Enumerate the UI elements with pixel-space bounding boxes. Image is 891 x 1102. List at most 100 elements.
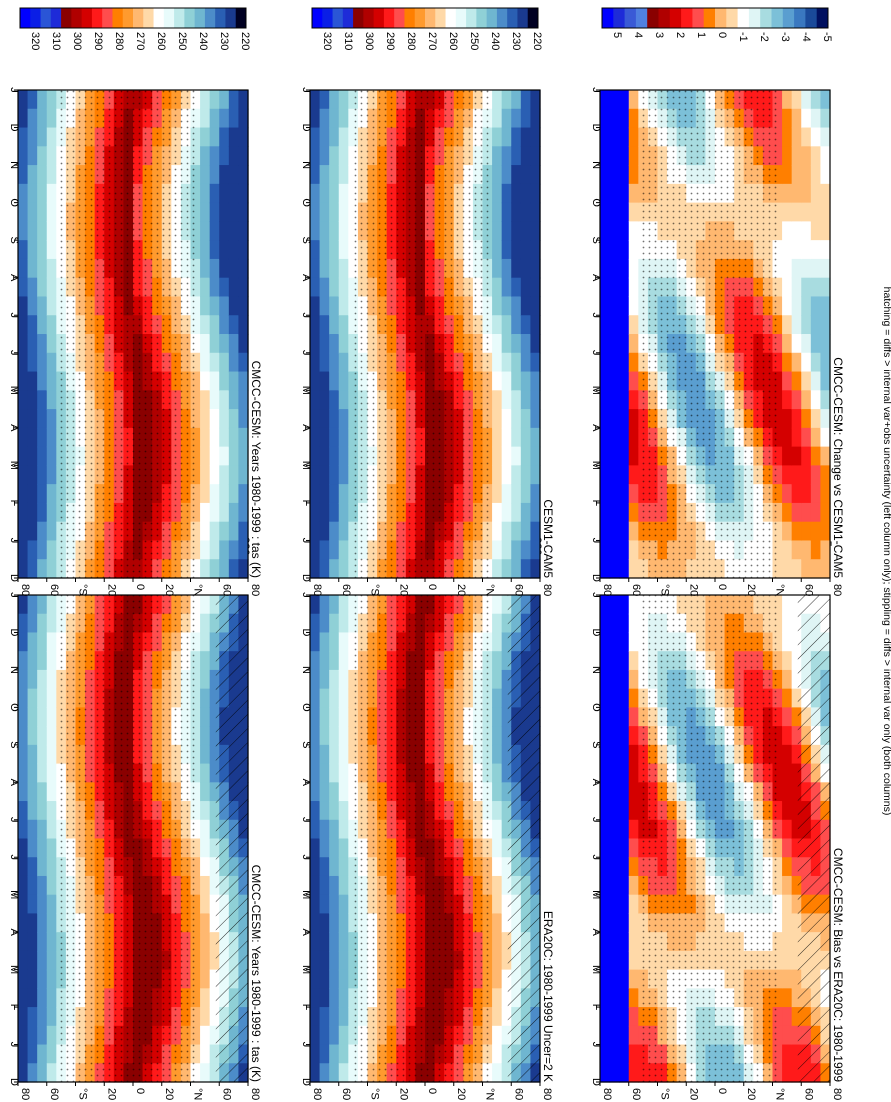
heatmap-cell: [810, 465, 822, 485]
heatmap-cell: [609, 427, 620, 448]
heatmap-cell: [219, 165, 230, 185]
heatmap-cell: [27, 875, 38, 896]
heatmap-cell: [520, 559, 532, 579]
heatmap-cell: [619, 782, 630, 802]
month-tick-label: D: [300, 1078, 312, 1086]
heatmap-cell: [18, 950, 29, 971]
heatmap-cell: [619, 202, 630, 222]
heatmap-cell: [791, 146, 802, 166]
heatmap-cell: [511, 502, 522, 523]
heatmap-cell: [530, 277, 541, 298]
heatmap-cell: [46, 315, 57, 335]
heatmap-cell: [810, 502, 822, 523]
heatmap-cell: [782, 221, 793, 241]
heatmap-cell: [600, 521, 611, 542]
heatmap-cell: [329, 894, 340, 915]
heatmap-cell: [791, 240, 802, 260]
heatmap-cell: [27, 146, 38, 166]
heatmap-cell: [27, 296, 38, 316]
heatmap-cell: [791, 465, 802, 485]
heatmap-cell: [46, 165, 57, 185]
heatmap-cell: [37, 744, 48, 765]
heatmap-cell: [319, 258, 330, 279]
colorbar-label: 5: [611, 32, 623, 38]
lat-tick-label: 80: [831, 584, 843, 596]
heatmap-cell: [238, 540, 249, 560]
heatmap-cell: [600, 763, 611, 783]
heatmap-cell: [228, 540, 240, 560]
heatmap-cell: [37, 108, 48, 129]
heatmap-cell: [801, 502, 812, 523]
heatmap-cell: [46, 1063, 57, 1083]
colorbar-swatch: [414, 8, 426, 28]
heatmap-cell: [600, 875, 611, 896]
heatmap-cell: [628, 296, 639, 316]
heatmap-cell: [810, 409, 822, 429]
heatmap-cell: [200, 334, 211, 354]
heatmap-cell: [600, 707, 611, 727]
heatmap-cell: [600, 409, 611, 429]
heatmap-cell: [530, 521, 541, 542]
heatmap-cell: [46, 352, 57, 373]
heatmap-cell: [18, 183, 29, 204]
heatmap-cell: [46, 838, 57, 858]
heatmap-cell: [791, 484, 802, 504]
heatmap-cell: [46, 446, 57, 466]
heatmap-cell: [329, 801, 340, 821]
heatmap-cell: [27, 183, 38, 204]
heatmap-cell: [820, 277, 831, 298]
heatmap-cell: [18, 782, 29, 802]
heatmap-cell: [511, 409, 522, 429]
heatmap-cell: [609, 913, 620, 933]
month-tick-label: S: [300, 236, 312, 243]
colorbar-swatch: [496, 8, 508, 28]
heatmap-cell: [619, 277, 630, 298]
lat-tick-label: 80: [601, 584, 613, 596]
heatmap-cell: [791, 127, 802, 147]
heatmap-cell: [782, 315, 793, 335]
heatmap-cell: [329, 1044, 340, 1064]
heatmap-cell: [791, 782, 802, 802]
heatmap-cell: [329, 334, 340, 354]
month-tick-label: M: [590, 461, 602, 470]
heatmap-cell: [209, 819, 220, 840]
month-tick-label: O: [300, 198, 312, 207]
heatmap-cell: [319, 352, 330, 373]
heatmap-cell: [801, 127, 812, 147]
heatmap-cell: [791, 296, 802, 316]
heatmap-cell: [609, 932, 620, 952]
heatmap-cell: [791, 819, 802, 840]
heatmap-cell: [782, 277, 793, 298]
heatmap-cell: [18, 277, 29, 298]
heatmap-cell: [501, 390, 512, 410]
heatmap-cell: [329, 932, 340, 952]
month-tick-label: N: [8, 161, 20, 169]
heatmap-cell: [319, 875, 330, 896]
heatmap-cell: [27, 632, 38, 652]
heatmap-cell: [609, 352, 620, 373]
lat-tick-label: 60: [512, 1088, 524, 1100]
heatmap-cell: [209, 613, 220, 634]
heatmap-cell: [238, 90, 249, 110]
lat-tick-label: 80: [541, 584, 553, 596]
colorbar-label: 230: [510, 32, 522, 50]
heatmap-cell: [782, 894, 793, 915]
heatmap-cell: [18, 838, 29, 858]
heatmap-cell: [791, 521, 802, 542]
heatmap-cell: [37, 1044, 48, 1064]
heatmap-cell: [18, 521, 29, 542]
heatmap-cell: [46, 950, 57, 971]
heatmap-cell: [238, 258, 249, 279]
month-tick-label: J: [300, 817, 312, 823]
heatmap-cell: [329, 277, 340, 298]
colorbar-swatch: [635, 8, 648, 28]
heatmap-cell: [628, 744, 639, 765]
heatmap-cell: [37, 688, 48, 708]
heatmap-cell: [492, 707, 503, 727]
heatmap-cell: [209, 127, 220, 147]
heatmap-cell: [820, 240, 831, 260]
heatmap-cell: [200, 763, 211, 783]
heatmap-cell: [791, 801, 802, 821]
heatmap-cell: [228, 108, 240, 129]
heatmap-cell: [338, 165, 349, 185]
